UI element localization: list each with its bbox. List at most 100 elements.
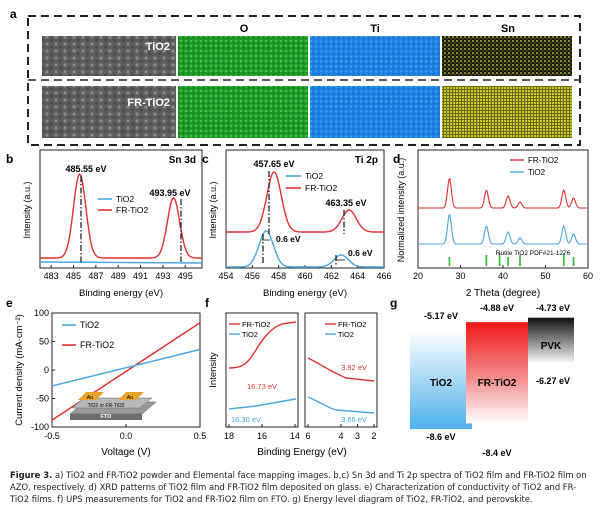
b-tick-label-493: 493 — [155, 271, 170, 281]
f-left-tick-label-16: 16 — [257, 431, 267, 441]
series-c-fr-tio2 — [226, 171, 384, 233]
e-xtick-label--0.5: -0.5 — [44, 431, 60, 441]
row-label-fr-tio2: FR-TiO2 — [127, 97, 170, 109]
plot-frame-b — [39, 149, 203, 269]
energy-label-fr-bottom: -8.4 eV — [482, 448, 511, 458]
ylabel-e: Current density (mA·cm⁻²) — [14, 314, 25, 426]
panel-c: c Ti 2p Intensity (a.u.) Binding energy … — [202, 149, 392, 299]
panel-label-a: a — [10, 7, 17, 21]
sn-map-fr-tio2 — [442, 86, 572, 138]
energy-bar-pvk — [528, 317, 574, 362]
series-d-fr-tio2 — [418, 177, 588, 209]
e-xtick-label-0.5: 0.5 — [194, 431, 207, 441]
ticks-e: -0.5 0.0 0.5 -100 -50 0 50 100 — [31, 308, 206, 441]
column-header-ti: Ti — [370, 23, 380, 35]
series-f-left-tio2 — [228, 398, 297, 410]
bar-label-fr-tio2: FR-TiO2 — [478, 378, 517, 389]
d-tick-label-30: 30 — [455, 271, 465, 281]
ti-map-tio2 — [310, 36, 440, 76]
caption-label: Figure 3. — [10, 470, 53, 480]
series-b-fr-tio2 — [40, 172, 202, 259]
inset-au-label-1: Au — [87, 395, 94, 401]
xticks-b: 483 485 487 489 491 493 495 — [44, 265, 193, 281]
series-d-tio2 — [418, 213, 588, 245]
panel-f: f Intensity Binding Energy (eV) 18 16 14 6 4… — [205, 296, 378, 458]
ti-map-fr-tio2 — [310, 86, 440, 138]
panel-d: d Normalized intensity (a.u.) 2 Theta (d… — [393, 149, 593, 299]
xlabel-d: 2 Theta (degree) — [466, 288, 540, 299]
title-b: Sn 3d — [169, 155, 196, 166]
sem-image-fr-tio2 — [42, 86, 176, 138]
f-right-tick-label-4: 4 — [338, 431, 343, 441]
ylabel-d: Normalized intensity (a.u.) — [396, 158, 406, 263]
legend-c-fr-tio2: FR-TiO2 — [305, 183, 338, 193]
e-xtick-label-0: 0.0 — [120, 431, 133, 441]
e-ytick-label--100: -100 — [31, 422, 49, 432]
c-tick-label-458: 458 — [271, 271, 286, 281]
ticks-f: 18 16 14 6 4 3 2 — [224, 424, 377, 441]
series-f-right-tio2 — [307, 396, 375, 414]
legend-d-fr-tio2: FR-TiO2 — [528, 156, 559, 165]
b-tick-label-485: 485 — [66, 271, 81, 281]
c-tick-label-466: 466 — [376, 271, 391, 281]
o-map-tio2 — [178, 36, 308, 76]
b-tick-label-487: 487 — [88, 271, 103, 281]
b-tick-label-489: 489 — [111, 271, 126, 281]
bar-label-tio2: TiO2 — [430, 378, 452, 389]
d-tick-label-20: 20 — [413, 271, 423, 281]
xlabel-b: Binding energy (eV) — [79, 288, 163, 299]
xticks-d: 20 30 40 50 60 — [413, 265, 593, 281]
annotation-f-left-tio2: 16.30 eV — [231, 415, 261, 424]
annotation-f-right-tio2: 3.66 eV — [341, 415, 367, 424]
series-e-tio2 — [51, 348, 201, 387]
annotation-c-1: 457.65 eV — [253, 159, 294, 169]
e-ytick-label-50: 50 — [39, 337, 49, 347]
bar-label-pvk: PVK — [541, 341, 562, 352]
column-header-sn: Sn — [501, 23, 515, 35]
legend-b-fr-tio2: FR-TiO2 — [116, 205, 149, 215]
ylabel-f: Intensity — [208, 352, 219, 388]
sn-map-tio2 — [442, 36, 572, 76]
annotation-f-right-fr: 3.92 eV — [341, 363, 367, 372]
b-tick-label-491: 491 — [133, 271, 148, 281]
legend-f-left-tio2: TiO2 — [242, 330, 258, 339]
inset-au-electrode-1 — [78, 392, 104, 400]
panel-label-e: e — [6, 296, 13, 310]
e-ytick-label--50: -50 — [36, 394, 49, 404]
title-c: Ti 2p — [355, 155, 378, 166]
inset-fto-side — [70, 414, 142, 420]
inset-au-label-2: Au — [127, 395, 134, 401]
panel-label-c: c — [202, 152, 209, 166]
c-tick-label-464: 464 — [350, 271, 365, 281]
energy-label-fr-top: -4.88 eV — [480, 303, 514, 313]
row-label-tio2: TiO2 — [146, 41, 170, 53]
device-inset-e: Au Au TiO2 or FR-TiO2 FTO — [69, 392, 157, 420]
energy-label-pvk-top: -4.73 eV — [536, 303, 570, 313]
legend-e-tio2: TiO2 — [80, 320, 99, 330]
c-tick-label-462: 462 — [324, 271, 339, 281]
xlabel-e: Voltage (V) — [101, 447, 150, 458]
caption-text: a) TiO2 and FR-TiO2 powder and Elemental… — [10, 470, 587, 504]
ylabel-c: Intensity (a.u.) — [208, 181, 218, 238]
f-left-tick-label-18: 18 — [224, 431, 234, 441]
figure-3: a O Ti Sn TiO2 FR-TiO2 b Sn 3d Intensity… — [6, 7, 593, 458]
annotation-b-1: 485.55 eV — [65, 164, 106, 174]
f-right-tick-label-6: 6 — [305, 431, 310, 441]
annotation-c-shift-1: 0.6 eV — [276, 234, 301, 244]
column-header-o: O — [240, 23, 249, 35]
d-tick-label-40: 40 — [498, 271, 508, 281]
c-tick-label-456: 456 — [245, 271, 260, 281]
series-f-right-fr-tio2 — [307, 357, 375, 382]
series-c-tio2 — [226, 230, 384, 268]
plot-frame-f-left — [225, 312, 299, 428]
o-map-fr-tio2 — [178, 86, 308, 138]
legend-d-tio2: TiO2 — [528, 168, 546, 177]
c-tick-label-460: 460 — [297, 271, 312, 281]
energy-label-pvk-bottom: -6.27 eV — [536, 376, 570, 386]
f-left-tick-label-14: 14 — [290, 431, 300, 441]
legend-f-left-fr-tio2: FR-TiO2 — [242, 320, 270, 329]
panel-label-b: b — [6, 152, 13, 166]
inset-fto-label: FTO — [101, 414, 113, 420]
inset-film-label: TiO2 or FR-TiO2 — [88, 403, 125, 409]
reference-label-d: Rutile TiO2 PDF#21-1276 — [496, 250, 571, 257]
